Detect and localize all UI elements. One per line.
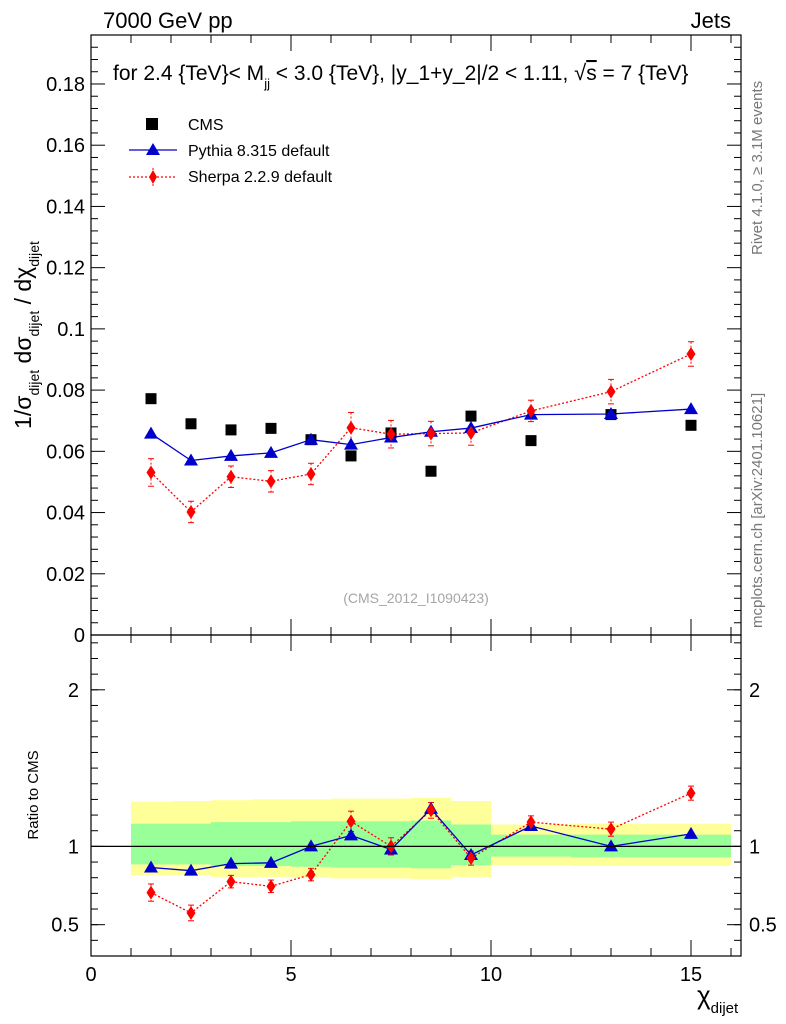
ratio-tick-label-left: 0.5: [51, 915, 79, 937]
pythia-ratio-point: [144, 860, 158, 873]
legend-sherpa-label: Sherpa 2.2.9 default: [188, 169, 333, 186]
y-tick-label: 0.14: [46, 196, 85, 218]
legend-sherpa-marker: [149, 170, 157, 184]
sherpa-data-point: [386, 427, 396, 442]
y-tick-label: 0.06: [46, 441, 85, 463]
uncertainty-band-green: [171, 823, 211, 865]
cms-data-point: [265, 422, 277, 434]
ratio-frame: [90, 634, 742, 957]
x-tick-label: 0: [85, 964, 96, 986]
y-tick-label: 0.18: [46, 74, 85, 96]
ratio-panel: 0 5 10 15 0.5 0.5 1 1 2 2: [51, 634, 777, 986]
x-tick-label: 15: [680, 964, 702, 986]
sherpa-ratio-point: [346, 814, 356, 829]
sherpa-ratio-point: [686, 786, 696, 801]
uncertainty-band-green: [131, 823, 171, 865]
sherpa-data-point: [466, 425, 476, 440]
rivet-label: Rivet 4.1.0, ≥ 3.1M events: [749, 81, 766, 255]
ratio-tick-label-left: 2: [68, 680, 79, 702]
sherpa-ratio-point: [146, 885, 156, 900]
pythia-data-point: [344, 437, 358, 450]
pythia-data-point: [224, 448, 238, 461]
sherpa-data-point: [346, 420, 356, 435]
cms-data-point: [685, 419, 697, 431]
y-tick-label: 0.16: [46, 135, 85, 157]
y-tick-label: 0: [74, 625, 85, 647]
sherpa-ratio-point: [266, 879, 276, 894]
x-tick-label: 5: [285, 964, 296, 986]
y-tick-label: 0.04: [46, 503, 85, 525]
cms-data-point: [465, 410, 477, 422]
y-tick-label: 0.12: [46, 258, 85, 280]
sherpa-ratio-point: [526, 815, 536, 830]
cms-data-point: [525, 435, 537, 447]
category-label: Jets: [691, 8, 731, 33]
sherpa-data-point: [266, 474, 276, 489]
sherpa-ratio-point: [466, 851, 476, 866]
sherpa-data-point: [226, 469, 236, 484]
cms-data-point: [225, 424, 237, 436]
pythia-data-point: [184, 453, 198, 466]
sherpa-data-point: [606, 384, 616, 399]
sherpa-data-point: [426, 426, 436, 441]
pythia-data-point: [264, 445, 278, 458]
legend-pythia-marker: [146, 143, 160, 155]
cms-data-point: [345, 450, 357, 462]
sherpa-line: [150, 353, 692, 513]
mcplots-label: mcplots.cern.ch [arXiv:2401.10621]: [749, 393, 766, 628]
sherpa-ratio-point: [226, 874, 236, 889]
pythia-ratio-point: [304, 839, 318, 852]
pythia-data-point: [144, 426, 158, 439]
pythia-ratio-point: [344, 828, 358, 841]
legend-cms-marker: [146, 118, 158, 130]
pythia-ratio-point: [684, 826, 698, 839]
pythia-ratio-line: [150, 807, 692, 872]
y-tick-label: 0.1: [57, 319, 85, 341]
pythia-ratio-point: [604, 839, 618, 852]
ratio-y-axis-label: Ratio to CMS: [25, 750, 42, 839]
energy-label: 7000 GeV pp: [103, 8, 233, 33]
cms-data-point: [185, 418, 197, 430]
ratio-tick-label-left: 1: [68, 836, 79, 858]
x-tick-label: 10: [480, 964, 502, 986]
uncertainty-band-green: [411, 820, 451, 869]
sherpa-data-point: [306, 466, 316, 481]
sherpa-ratio-point: [606, 822, 616, 837]
y-tick-label: 0.08: [46, 380, 85, 402]
x-axis-label: χdijet: [697, 980, 739, 1017]
ratio-tick-label-right: 0.5: [749, 915, 777, 937]
legend-pythia-label: Pythia 8.315 default: [188, 143, 330, 160]
sherpa-ratio-point: [426, 803, 436, 818]
sherpa-data-point: [526, 403, 536, 418]
sherpa-data-point: [686, 346, 696, 361]
pythia-data-point: [604, 406, 618, 419]
ratio-tick-label-right: 2: [749, 680, 760, 702]
pythia-line: [150, 408, 692, 462]
sherpa-ratio-point: [186, 905, 196, 920]
analysis-watermark: (CMS_2012_I1090423): [343, 590, 489, 606]
y-tick-label: 0.02: [46, 564, 85, 586]
sherpa-data-point: [146, 465, 156, 480]
plot-title: for 2.4 {TeV}< Mjj < 3.0 {TeV}, |y_1+y_2…: [113, 60, 688, 91]
pythia-data-point: [304, 432, 318, 445]
y-axis-label: 1/σdijet dσdijet / dχdijet: [10, 241, 42, 429]
pythia-ratio-point: [184, 863, 198, 876]
main-panel: 0 0.02 0.04 0.06 0.08 0.1 0.12 0.14 0.16 0.18 (CM…: [46, 34, 742, 647]
cms-data-point: [425, 465, 437, 477]
cms-data-point: [145, 393, 157, 405]
ratio-tick-label-right: 1: [749, 836, 760, 858]
sherpa-data-point: [186, 504, 196, 519]
pythia-ratio-point: [224, 856, 238, 869]
sherpa-ratio-point: [306, 867, 316, 882]
legend: CMS Pythia 8.315 default Sherpa 2.2.9 de…: [129, 117, 333, 186]
pythia-data-point: [684, 402, 698, 415]
pythia-ratio-point: [264, 855, 278, 868]
uncertainty-band-green: [491, 834, 571, 857]
legend-cms-label: CMS: [188, 117, 224, 134]
